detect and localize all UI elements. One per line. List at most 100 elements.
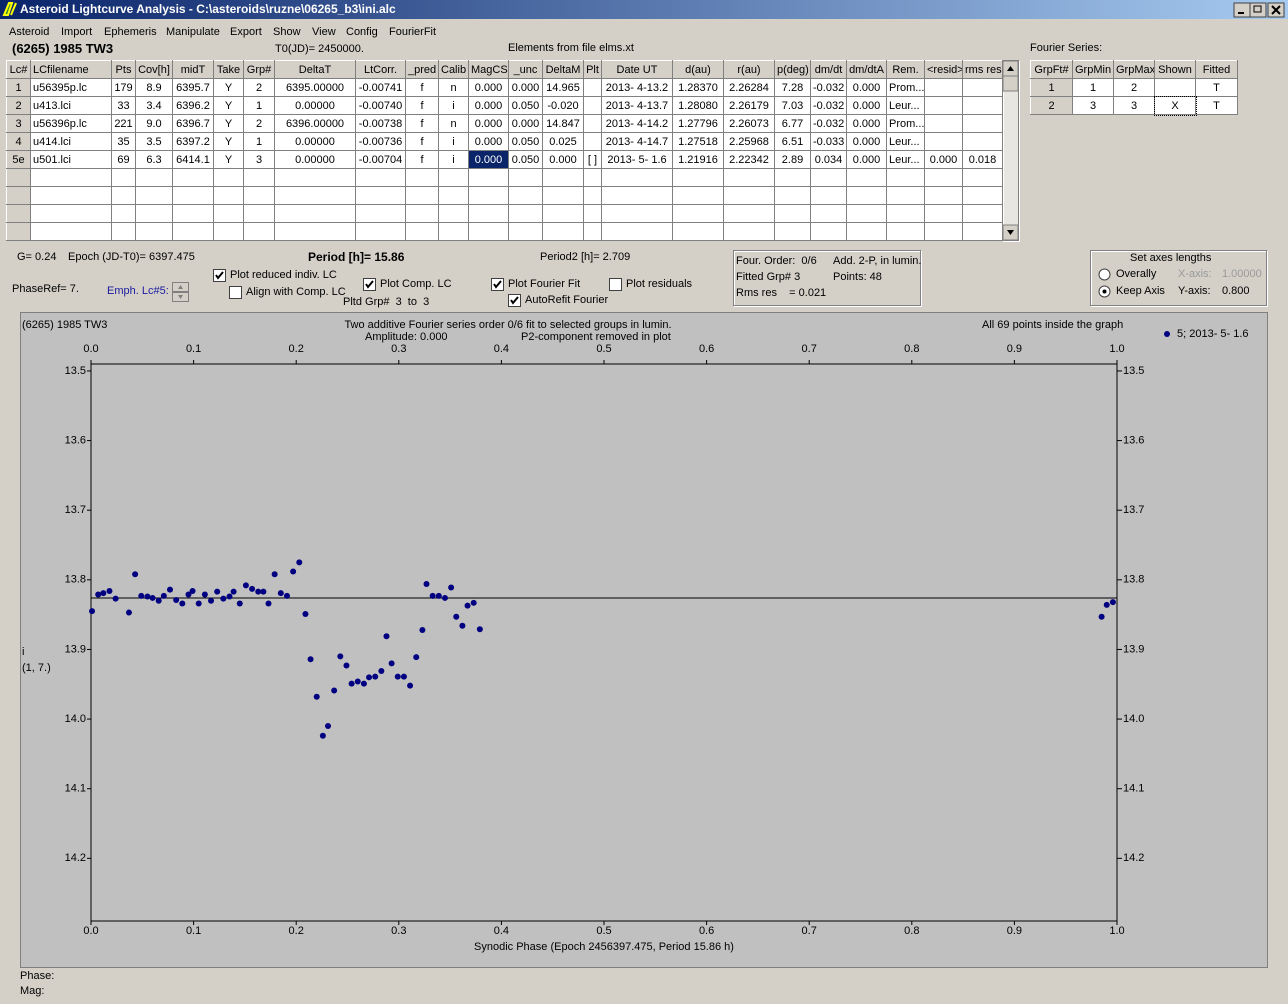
table-cell[interactable] <box>243 204 275 223</box>
table-cell[interactable] <box>723 222 775 241</box>
table-cell[interactable]: 0.000 <box>846 96 887 115</box>
row-label[interactable]: 2 <box>6 96 31 115</box>
radio-button[interactable] <box>1098 285 1111 298</box>
spinner[interactable] <box>172 282 189 302</box>
table-cell[interactable] <box>468 168 509 187</box>
table-cell[interactable] <box>30 222 112 241</box>
table-cell[interactable] <box>962 168 1003 187</box>
table-cell[interactable] <box>438 204 469 223</box>
table-cell[interactable]: Y <box>213 114 244 133</box>
checkbox[interactable] <box>609 278 622 291</box>
table-cell[interactable]: 3.5 <box>135 132 173 151</box>
table-cell[interactable]: -0.020 <box>542 96 584 115</box>
row-label[interactable] <box>6 168 31 187</box>
table-cell[interactable]: 0.00000 <box>274 132 356 151</box>
table-cell[interactable]: f <box>405 132 439 151</box>
menu-item[interactable]: View <box>312 26 336 38</box>
table-cell[interactable] <box>962 204 1003 223</box>
table-cell[interactable]: 1.27518 <box>672 132 724 151</box>
table-cell[interactable] <box>601 168 673 187</box>
table-cell[interactable] <box>135 168 173 187</box>
table-cell[interactable]: 0.050 <box>508 150 543 169</box>
table-cell[interactable]: 221 <box>111 114 136 133</box>
table-cell[interactable]: 0.000 <box>468 96 509 115</box>
table-cell[interactable] <box>723 168 775 187</box>
table-cell[interactable] <box>135 204 173 223</box>
table-cell[interactable] <box>135 222 173 241</box>
table-cell[interactable]: 33 <box>111 96 136 115</box>
table-cell[interactable] <box>723 204 775 223</box>
table-cell[interactable]: 0.000 <box>508 78 543 97</box>
table-cell[interactable] <box>542 204 584 223</box>
table-cell[interactable] <box>172 186 214 205</box>
table-cell[interactable]: u56395p.lc <box>30 78 112 97</box>
table-cell[interactable]: 9.0 <box>135 114 173 133</box>
checkbox[interactable] <box>491 278 504 291</box>
table-cell[interactable] <box>886 186 925 205</box>
table-cell[interactable]: T <box>1195 96 1238 115</box>
table-cell[interactable] <box>924 96 963 115</box>
checkbox-label[interactable]: Plot reduced indiv. LC <box>230 269 337 281</box>
table-cell[interactable] <box>601 222 673 241</box>
table-cell[interactable] <box>405 186 439 205</box>
table-cell[interactable] <box>601 204 673 223</box>
table-cell[interactable]: -0.032 <box>810 114 847 133</box>
checkbox-label[interactable]: AutoRefit Fourier <box>525 294 609 306</box>
table-cell[interactable]: T <box>1195 78 1238 97</box>
table-cell[interactable]: i <box>438 96 469 115</box>
table-cell[interactable] <box>583 204 602 223</box>
table-cell[interactable]: 2.89 <box>774 150 811 169</box>
table-cell[interactable] <box>962 78 1003 97</box>
table-cell[interactable]: -0.00736 <box>355 132 406 151</box>
table-cell[interactable] <box>508 204 543 223</box>
table-cell[interactable] <box>846 168 887 187</box>
table-cell[interactable]: Leur... <box>886 96 925 115</box>
table-cell[interactable]: 0.018 <box>962 150 1003 169</box>
table-cell[interactable]: X <box>1153 95 1197 116</box>
table-cell[interactable]: f <box>405 150 439 169</box>
table-cell[interactable]: 3 <box>1072 96 1114 115</box>
table-cell[interactable]: 2.26179 <box>723 96 775 115</box>
radio-label[interactable]: Overally <box>1116 268 1157 280</box>
row-label[interactable] <box>6 204 31 223</box>
table-cell[interactable] <box>405 168 439 187</box>
table-cell[interactable]: Y <box>213 150 244 169</box>
table-cell[interactable] <box>30 204 112 223</box>
menu-item[interactable]: Ephemeris <box>104 26 157 38</box>
row-label[interactable]: 4 <box>6 132 31 151</box>
table-cell[interactable] <box>583 114 602 133</box>
table-cell[interactable]: 2 <box>1113 78 1155 97</box>
table-cell[interactable]: 1.28080 <box>672 96 724 115</box>
table-cell[interactable] <box>962 114 1003 133</box>
table-cell[interactable]: 0.000 <box>468 78 509 97</box>
checkbox-label[interactable]: Plot residuals <box>626 278 693 290</box>
table-cell[interactable] <box>924 78 963 97</box>
checkbox-label[interactable]: Align with Comp. LC <box>246 286 346 298</box>
table-cell[interactable] <box>962 222 1003 241</box>
table-cell[interactable] <box>135 186 173 205</box>
table-cell[interactable] <box>30 168 112 187</box>
radio-button[interactable] <box>1098 268 1111 281</box>
table-cell[interactable] <box>355 168 406 187</box>
table-cell[interactable] <box>924 168 963 187</box>
table-cell[interactable]: 0.050 <box>508 96 543 115</box>
table-cell[interactable] <box>846 204 887 223</box>
table-cell[interactable] <box>355 204 406 223</box>
table-cell[interactable]: -0.00738 <box>355 114 406 133</box>
table-cell[interactable]: 1.21916 <box>672 150 724 169</box>
table-cell[interactable] <box>213 204 244 223</box>
table-cell[interactable]: f <box>405 78 439 97</box>
table-cell[interactable]: 2013- 4-14.2 <box>601 114 673 133</box>
table-cell[interactable] <box>172 222 214 241</box>
table-cell[interactable]: u56396p.lc <box>30 114 112 133</box>
table-cell[interactable] <box>774 168 811 187</box>
table-cell[interactable]: i <box>438 132 469 151</box>
table-cell[interactable] <box>774 222 811 241</box>
table-cell[interactable]: -0.032 <box>810 96 847 115</box>
table-cell[interactable] <box>583 78 602 97</box>
table-cell[interactable]: 35 <box>111 132 136 151</box>
table-cell[interactable]: i <box>438 150 469 169</box>
table-cell[interactable] <box>886 222 925 241</box>
table-cell[interactable] <box>468 222 509 241</box>
table-cell[interactable] <box>405 204 439 223</box>
